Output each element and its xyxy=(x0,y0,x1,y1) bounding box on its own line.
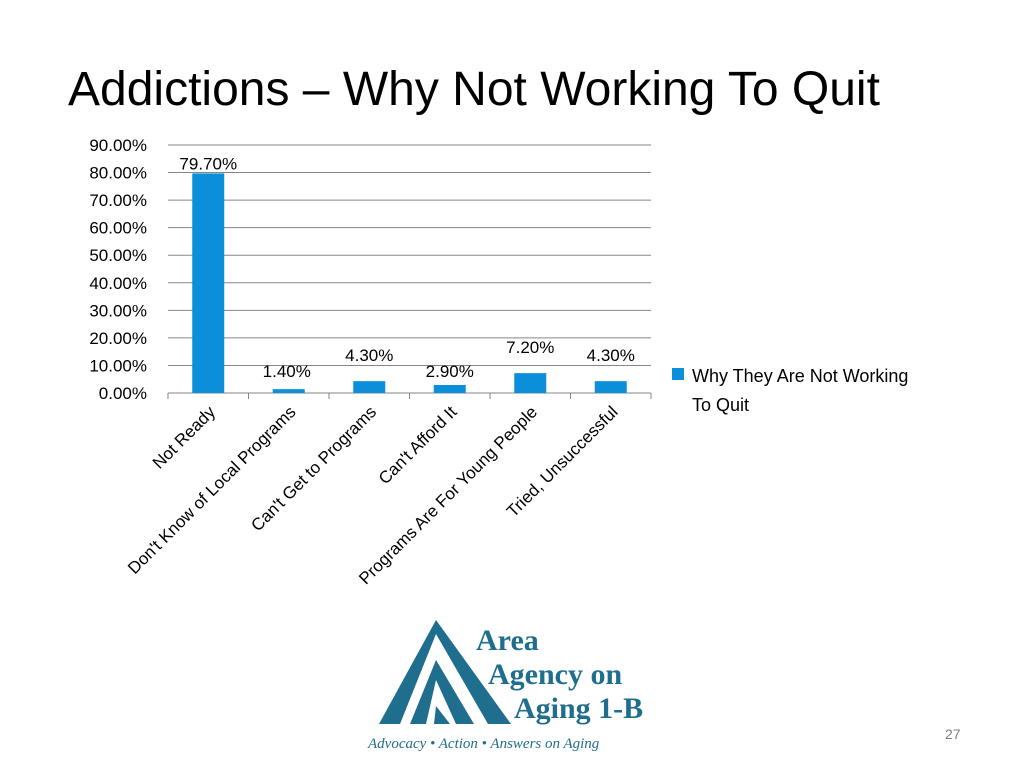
data-label: 79.70% xyxy=(179,154,237,173)
page-number: 27 xyxy=(945,726,961,742)
x-tick-label: Programs Are For Young People xyxy=(355,402,541,588)
y-tick-label: 40.00% xyxy=(89,274,147,293)
data-label: 2.90% xyxy=(426,362,474,381)
y-tick-label: 60.00% xyxy=(89,219,147,238)
x-tick-label: Can't Afford It xyxy=(375,402,461,488)
data-label: 7.20% xyxy=(506,338,554,357)
y-tick-label: 50.00% xyxy=(89,246,147,265)
data-label: 4.30% xyxy=(345,346,393,365)
y-tick-label: 70.00% xyxy=(89,191,147,210)
logo-text-line2: Agency on xyxy=(488,658,622,691)
x-tick-label: Don't Know of Local Programs xyxy=(124,402,299,577)
legend: Why They Are Not Working To Quit xyxy=(672,366,908,415)
x-tick-label: Not Ready xyxy=(149,402,220,473)
y-tick-label: 90.00% xyxy=(89,136,147,155)
data-label: 4.30% xyxy=(587,346,635,365)
agency-logo: Area Agency on Aging 1-B Advocacy • Acti… xyxy=(367,620,643,752)
logo-text-line1: Area xyxy=(476,624,539,657)
bar xyxy=(594,381,627,393)
y-tick-label: 20.00% xyxy=(89,329,147,348)
data-label: 1.40% xyxy=(263,362,311,381)
bar xyxy=(433,385,466,393)
bar xyxy=(272,389,305,393)
gridlines xyxy=(167,144,652,399)
y-tick-label: 0.00% xyxy=(99,384,147,403)
legend-swatch xyxy=(672,368,684,380)
slide-title: Addictions – Why Not Working To Quit xyxy=(68,63,880,116)
logo-tagline: Advocacy • Action • Answers on Aging xyxy=(367,736,600,752)
data-labels: 79.70% 1.40% 4.30% 2.90% 7.20% 4.30% xyxy=(179,154,634,381)
bars xyxy=(192,173,627,393)
legend-label-line1: Why They Are Not Working xyxy=(692,366,908,386)
bar-chart: 0.00% 10.00% 20.00% 30.00% 40.00% 50.00% 60.00… xyxy=(89,136,908,588)
bar xyxy=(353,381,386,393)
legend-label-line2: To Quit xyxy=(692,395,749,415)
logo-triangle-icon xyxy=(379,620,511,724)
y-tick-label: 30.00% xyxy=(89,301,147,320)
logo-text-line3: Aging 1-B xyxy=(514,692,643,725)
y-tick-label: 10.00% xyxy=(89,356,147,375)
y-tick-label: 80.00% xyxy=(89,164,147,183)
y-axis-ticks: 0.00% 10.00% 20.00% 30.00% 40.00% 50.00% 60.00… xyxy=(89,136,147,403)
bar xyxy=(514,373,547,393)
bar xyxy=(192,173,225,393)
